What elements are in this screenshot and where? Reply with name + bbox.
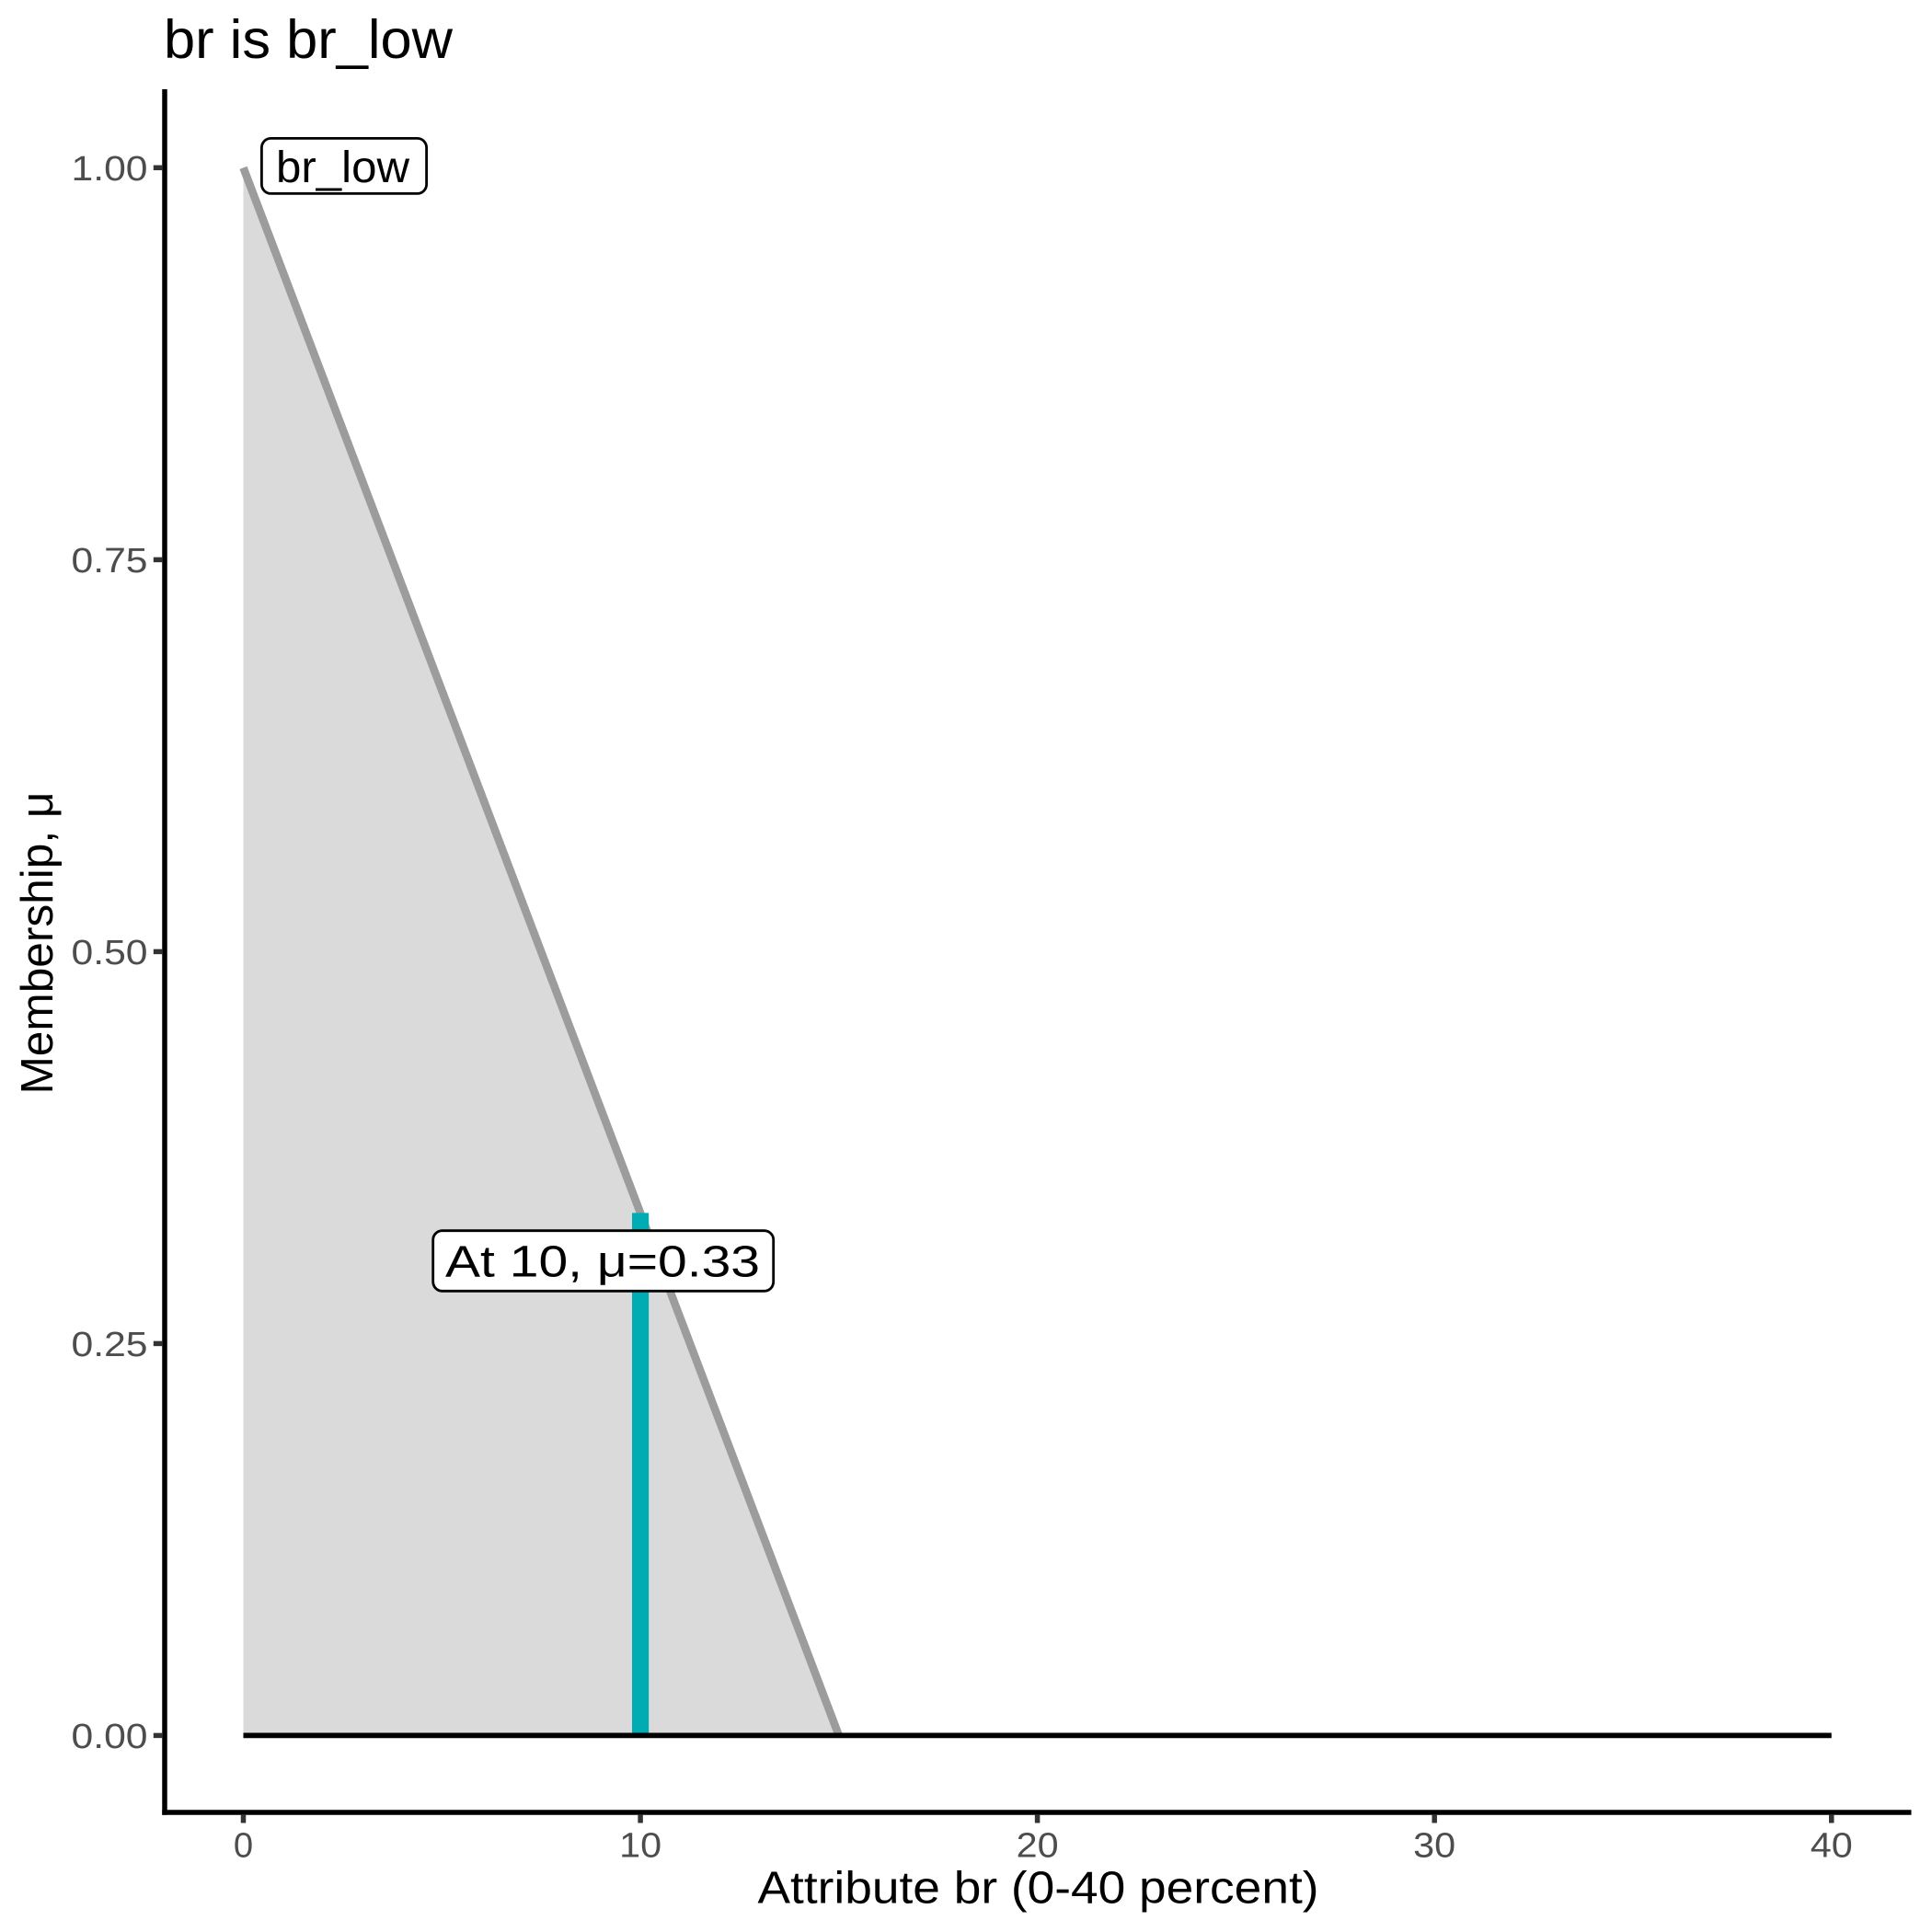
svg-text:0.50: 0.50	[72, 933, 148, 972]
svg-text:At 10, μ=0.33: At 10, μ=0.33	[445, 1236, 760, 1286]
svg-text:0.75: 0.75	[72, 541, 148, 581]
svg-text:br_low: br_low	[276, 143, 410, 192]
svg-text:1.00: 1.00	[72, 149, 148, 189]
svg-text:40: 40	[1811, 1825, 1853, 1865]
svg-text:0.00: 0.00	[72, 1717, 148, 1756]
svg-text:20: 20	[1017, 1825, 1059, 1865]
svg-text:0.25: 0.25	[72, 1325, 148, 1364]
svg-text:Attribute br (0-40 percent): Attribute br (0-40 percent)	[758, 1863, 1319, 1913]
svg-text:10: 10	[619, 1825, 661, 1865]
svg-text:30: 30	[1413, 1825, 1455, 1865]
svg-text:0: 0	[234, 1825, 253, 1865]
svg-text:Membership, μ: Membership, μ	[13, 792, 63, 1095]
svg-text:br is br_low: br is br_low	[164, 9, 453, 70]
